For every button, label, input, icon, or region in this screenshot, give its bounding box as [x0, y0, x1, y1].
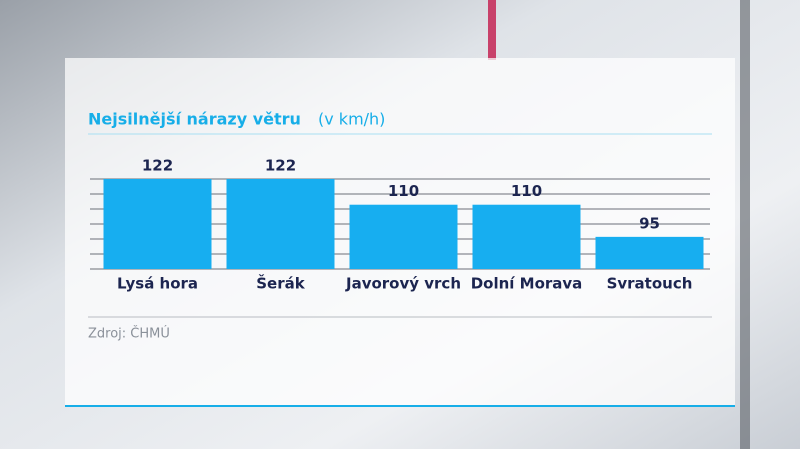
value-label: 110	[388, 182, 419, 200]
x-tick-label: Svratouch	[607, 275, 693, 293]
value-label: 110	[511, 182, 542, 200]
x-tick-label: Šerák	[256, 274, 305, 293]
bar	[472, 204, 581, 269]
x-tick-label: Dolní Morava	[471, 275, 583, 293]
x-tick-label: Lysá hora	[117, 275, 198, 293]
value-label: 122	[142, 157, 173, 175]
pole	[740, 0, 750, 449]
bar	[595, 236, 704, 269]
value-label: 122	[265, 157, 296, 175]
pole	[488, 0, 496, 60]
x-tick-label: Javorový vrch	[345, 275, 461, 293]
bar	[226, 179, 335, 269]
chart-subtitle: (v km/h)	[318, 110, 385, 129]
bar	[349, 204, 458, 269]
chart-title: Nejsilnější nárazy větru	[88, 110, 301, 129]
value-label: 95	[639, 214, 660, 232]
bar	[103, 179, 212, 269]
source: Zdroj: ČHMÚ	[88, 326, 170, 342]
